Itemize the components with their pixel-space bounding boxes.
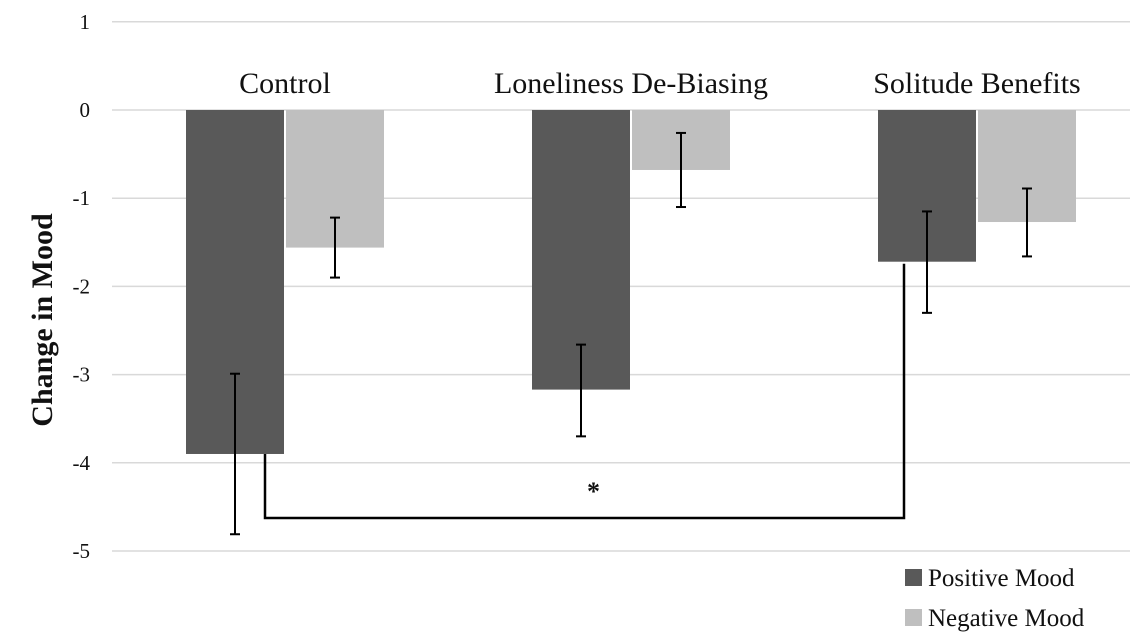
y-tick-label: 0 — [80, 98, 91, 122]
legend-swatch — [905, 569, 922, 586]
y-tick-label: 1 — [80, 10, 91, 34]
y-tick-label: -2 — [73, 274, 91, 298]
y-tick-labels: 1 0 -1 -2 -3 -4 -5 — [73, 10, 91, 563]
legend-swatch — [905, 609, 922, 626]
error-bar — [576, 343, 586, 438]
significance-star: * — [587, 477, 600, 506]
error-bar — [676, 131, 686, 209]
category-labels: Control Loneliness De-Biasing Solitude Ben… — [239, 67, 1081, 100]
legend-item: Negative Mood — [905, 605, 1085, 632]
error-bars — [230, 131, 1032, 536]
category-label: Control — [239, 67, 331, 100]
category-label: Loneliness De-Biasing — [494, 67, 768, 100]
error-bar — [330, 216, 340, 279]
bar-positive-mood — [532, 110, 630, 390]
significance-bracket: * — [263, 263, 906, 520]
y-tick-label: -1 — [73, 186, 91, 210]
legend-label: Positive Mood — [928, 565, 1075, 592]
y-tick-label: -3 — [73, 363, 91, 387]
bars — [186, 110, 1076, 454]
category-label: Solitude Benefits — [873, 67, 1080, 100]
y-tick-label: -5 — [73, 539, 91, 563]
legend-item: Positive Mood — [905, 565, 1075, 592]
significance-line — [263, 263, 906, 520]
error-bar — [230, 372, 240, 536]
y-axis-label: Change in Mood — [26, 213, 59, 427]
legend-label: Negative Mood — [928, 605, 1085, 632]
legend: Positive Mood Negative Mood — [905, 565, 1085, 632]
error-bar — [922, 210, 932, 314]
error-bar — [1022, 187, 1032, 258]
y-tick-label: -4 — [73, 451, 91, 475]
